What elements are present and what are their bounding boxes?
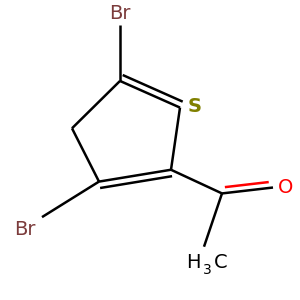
Text: C: C [214, 254, 227, 272]
Text: Br: Br [109, 4, 131, 23]
Text: Br: Br [14, 220, 36, 239]
Text: H: H [187, 254, 201, 272]
Text: O: O [278, 178, 293, 197]
Text: S: S [188, 97, 202, 116]
Text: 3: 3 [202, 262, 211, 277]
